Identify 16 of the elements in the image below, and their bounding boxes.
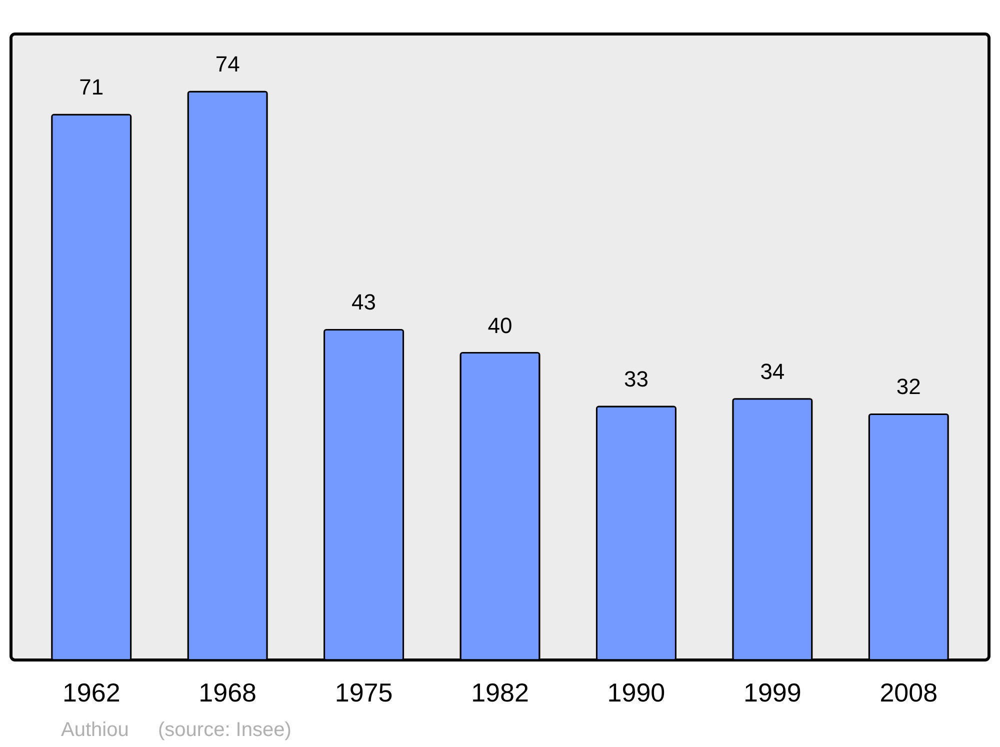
x-tick-label: 1975 <box>334 678 393 708</box>
data-label: 34 <box>760 358 785 384</box>
data-label: 32 <box>896 374 921 400</box>
data-label: 74 <box>215 52 240 77</box>
x-tick-label: 1962 <box>62 678 120 708</box>
data-label: 33 <box>624 366 648 392</box>
text: Authiou <box>61 719 129 741</box>
data-label: 43 <box>352 290 376 315</box>
data-label: 71 <box>79 74 104 100</box>
data-label: 40 <box>488 312 512 338</box>
text: (source: Insee) <box>158 719 292 741</box>
x-tick-label: 1999 <box>744 678 802 708</box>
x-tick-label: 1968 <box>198 678 256 708</box>
x-tick-label: 2008 <box>880 678 938 708</box>
x-tick-label: 1990 <box>607 678 666 708</box>
x-tick-label: 1982 <box>471 678 529 708</box>
